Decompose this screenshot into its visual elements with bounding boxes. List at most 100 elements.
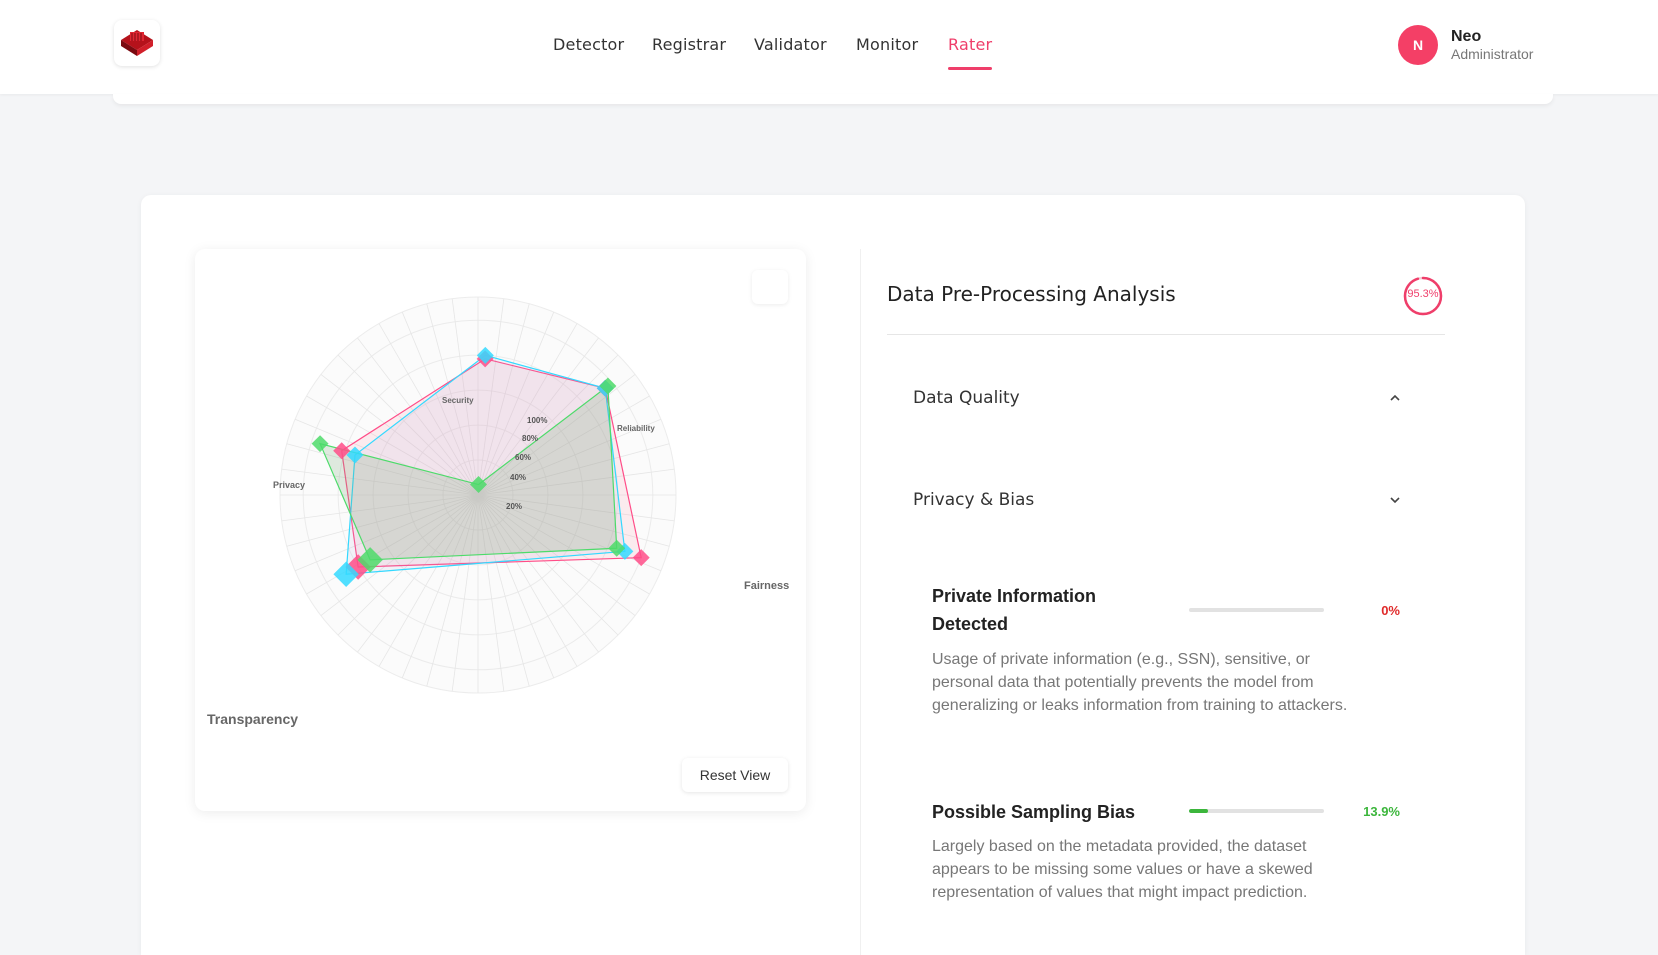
radar-grid-spoke <box>401 494 479 679</box>
radar-data-point <box>333 561 359 587</box>
radar-grid-spoke <box>426 494 479 687</box>
analysis-panel <box>860 249 1472 955</box>
radar-grid-spoke <box>477 494 505 692</box>
score-value: 95.3% <box>1407 288 1439 300</box>
radar-grid-spoke <box>477 443 670 496</box>
radar-data-point <box>357 547 383 573</box>
ring-label-60: 60% <box>515 453 532 462</box>
ring-label-80: 80% <box>522 434 539 443</box>
metric-title: Private Information Detected <box>932 582 1096 638</box>
metric-title-line: Private Information <box>932 586 1097 606</box>
axis-label-reliability: Reliability <box>617 424 655 433</box>
axis-label-fairness: Fairness <box>744 580 790 592</box>
radar-grid-spoke <box>286 443 479 496</box>
ring-label-20: 20% <box>506 502 523 511</box>
radar-grid-spoke <box>477 494 636 616</box>
radar-data-point <box>608 539 626 557</box>
radar-grid-spoke <box>357 494 479 653</box>
radar-grid-spoke <box>477 494 619 636</box>
panel-title: Data Pre-Processing Analysis <box>887 282 1176 306</box>
metric-value: 13.9% <box>1363 804 1400 819</box>
user-menu[interactable]: N Neo Administrator <box>1398 25 1533 65</box>
radar-grid-spoke <box>451 298 479 496</box>
metric-description: Usage of private information (e.g., SSN)… <box>932 648 1402 717</box>
radar-grid-spoke <box>306 494 479 595</box>
metric-title-line: Detected <box>932 614 1009 634</box>
radar-grid-spoke <box>477 337 599 496</box>
nav-item-registrar[interactable]: Registrar <box>652 35 727 54</box>
user-name: Neo <box>1451 28 1482 45</box>
radar-grid-spoke <box>477 494 555 679</box>
ring-label-40: 40% <box>510 473 527 482</box>
subheader-strip <box>113 94 1553 104</box>
radar-grid-spoke <box>477 494 599 653</box>
radar-chart[interactable] <box>195 249 806 811</box>
radar-data-point <box>333 442 351 460</box>
ring-label-100: 100% <box>527 416 548 425</box>
logo-icon <box>121 30 153 56</box>
radar-grid-spoke <box>477 311 555 496</box>
radar-grid-spoke <box>401 311 479 496</box>
description-line: appears to be missing some values or hav… <box>932 861 1313 878</box>
section-privacy-bias[interactable]: Privacy & Bias <box>913 490 1413 510</box>
radar-grid-spoke <box>320 494 479 616</box>
radar-grid-spoke <box>426 303 479 496</box>
nav-item-validator[interactable]: Validator <box>754 35 827 54</box>
section-label: Privacy & Bias <box>913 490 1035 510</box>
radar-data-point <box>632 549 650 567</box>
radar-grid-spoke <box>477 298 505 496</box>
radar-grid-spoke <box>477 303 530 496</box>
radar-grid-spoke <box>294 494 479 572</box>
chevron-down-icon[interactable] <box>1388 493 1402 507</box>
radar-grid-spoke <box>306 395 479 496</box>
radar-grid-spoke <box>286 494 479 547</box>
chart-menu-button[interactable] <box>752 270 788 304</box>
radar-grid-spoke <box>320 374 479 496</box>
axis-label-privacy: Privacy <box>273 480 306 490</box>
chevron-up-icon[interactable] <box>1388 391 1402 405</box>
app-logo[interactable] <box>114 20 160 66</box>
radar-grid-spoke <box>337 354 479 496</box>
panel-divider <box>887 334 1445 335</box>
description-line: personal data that potentially prevents … <box>932 674 1314 691</box>
description-line: representation of values that might impa… <box>932 884 1308 901</box>
nav-item-rater[interactable]: Rater <box>948 35 993 70</box>
radar-grid-spoke <box>378 494 479 667</box>
axis-label-security: Security <box>442 396 474 405</box>
avatar[interactable]: N <box>1398 25 1438 65</box>
reset-view-button[interactable]: Reset View <box>682 758 788 792</box>
section-label: Data Quality <box>913 388 1020 408</box>
metric-progress-bar <box>1189 809 1324 813</box>
metric-value: 0% <box>1381 603 1400 618</box>
user-role: Administrator <box>1451 46 1534 63</box>
radar-data-point <box>599 377 617 395</box>
radar-grid-spoke <box>378 323 479 496</box>
top-navbar <box>0 0 1658 94</box>
metric-progress-bar <box>1189 608 1324 612</box>
radar-grid-spoke <box>477 494 578 667</box>
radar-grid-spoke <box>451 494 479 692</box>
score-ring <box>1403 276 1443 316</box>
nav-item-monitor[interactable]: Monitor <box>856 35 919 54</box>
radar-grid-spoke <box>477 418 662 496</box>
radar-grid-spoke <box>477 468 675 496</box>
main-nav: Detector Registrar Validator Monitor Rat… <box>0 0 1658 94</box>
radar-data-point <box>346 446 364 464</box>
radar-grid-spoke <box>477 494 650 595</box>
radar-grid-spoke <box>281 468 479 496</box>
radar-grid-spoke <box>477 494 675 522</box>
radar-grid-spoke <box>357 337 479 496</box>
section-data-quality[interactable]: Data Quality <box>913 388 1413 408</box>
radar-grid-spoke <box>281 494 479 522</box>
radar-grid-spoke <box>294 418 479 496</box>
radar-grid-spoke <box>477 354 619 496</box>
description-line: Largely based on the metadata provided, … <box>932 838 1307 855</box>
metric-description: Largely based on the metadata provided, … <box>932 835 1402 904</box>
radar-grid-spoke <box>477 395 650 496</box>
radar-grid-spoke <box>477 494 530 687</box>
radar-series-area <box>345 354 626 575</box>
nav-item-detector[interactable]: Detector <box>553 35 625 54</box>
radar-data-point <box>470 476 488 494</box>
description-line: generalizing or leaks information from t… <box>932 697 1348 714</box>
description-line: Usage of private information (e.g., SSN)… <box>932 651 1310 668</box>
